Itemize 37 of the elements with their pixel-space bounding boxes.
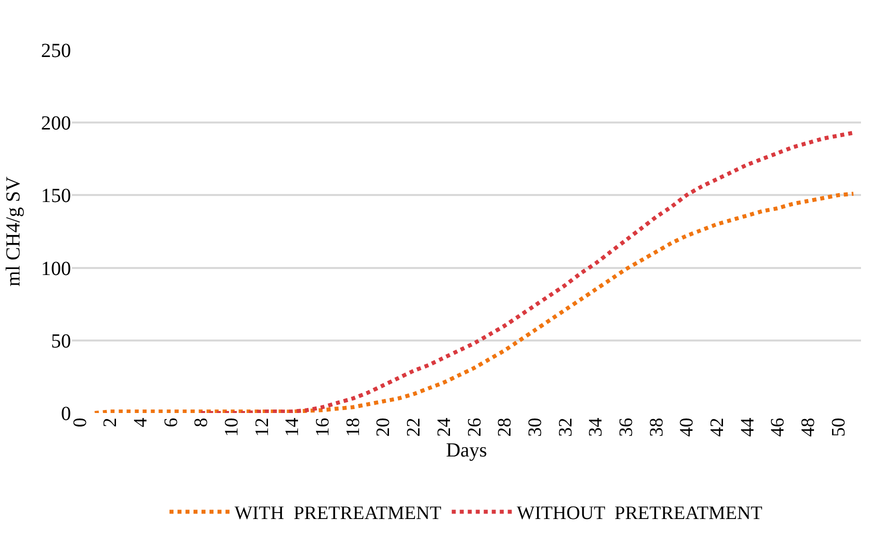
x-tick-label: 2 — [100, 418, 122, 428]
x-tick-label: 32 — [555, 418, 576, 437]
legend-label: WITH PRETREATMENT — [234, 503, 442, 524]
x-tick-label: 42 — [707, 418, 728, 437]
x-tick-label: 36 — [616, 418, 637, 437]
x-tick-label: 10 — [221, 418, 242, 437]
y-tick-label: 200 — [41, 112, 71, 135]
x-tick-label: 18 — [342, 418, 364, 437]
x-tick-label: 14 — [282, 417, 304, 437]
x-tick-label: 40 — [676, 418, 698, 437]
y-tick-label: 100 — [41, 258, 71, 280]
x-tick-label: 30 — [524, 418, 546, 437]
x-tick-label: 44 — [737, 417, 758, 437]
x-tick-label: 24 — [434, 417, 455, 437]
x-tick-label: 46 — [768, 418, 789, 437]
x-tick-label: 26 — [464, 418, 486, 437]
x-tick-label: 6 — [160, 418, 182, 428]
x-axis-title: Days — [446, 439, 488, 462]
x-tick-label: 12 — [252, 418, 273, 437]
x-tick-label: 28 — [494, 418, 516, 437]
x-tick-label: 16 — [312, 418, 334, 437]
x-tick-label: 8 — [191, 418, 212, 428]
line-series — [198, 130, 856, 413]
x-tick-label: 48 — [798, 418, 820, 437]
legend-label: WITHOUT PRETREATMENT — [516, 503, 763, 524]
x-tick-label: 34 — [586, 417, 607, 437]
x-tick-label: 50 — [828, 418, 850, 437]
x-tick-label: 38 — [646, 418, 668, 437]
y-tick-label: 50 — [51, 330, 71, 352]
line-series — [92, 192, 856, 413]
x-tick-label: 0 — [70, 418, 91, 428]
y-axis-title: ml CH4/g SV — [2, 176, 24, 287]
x-tick-label: 20 — [373, 418, 394, 437]
y-tick-label: 150 — [41, 185, 71, 208]
x-tick-label: 22 — [404, 418, 425, 437]
y-tick-label: 250 — [41, 40, 71, 62]
x-tick-label: 4 — [130, 417, 152, 428]
